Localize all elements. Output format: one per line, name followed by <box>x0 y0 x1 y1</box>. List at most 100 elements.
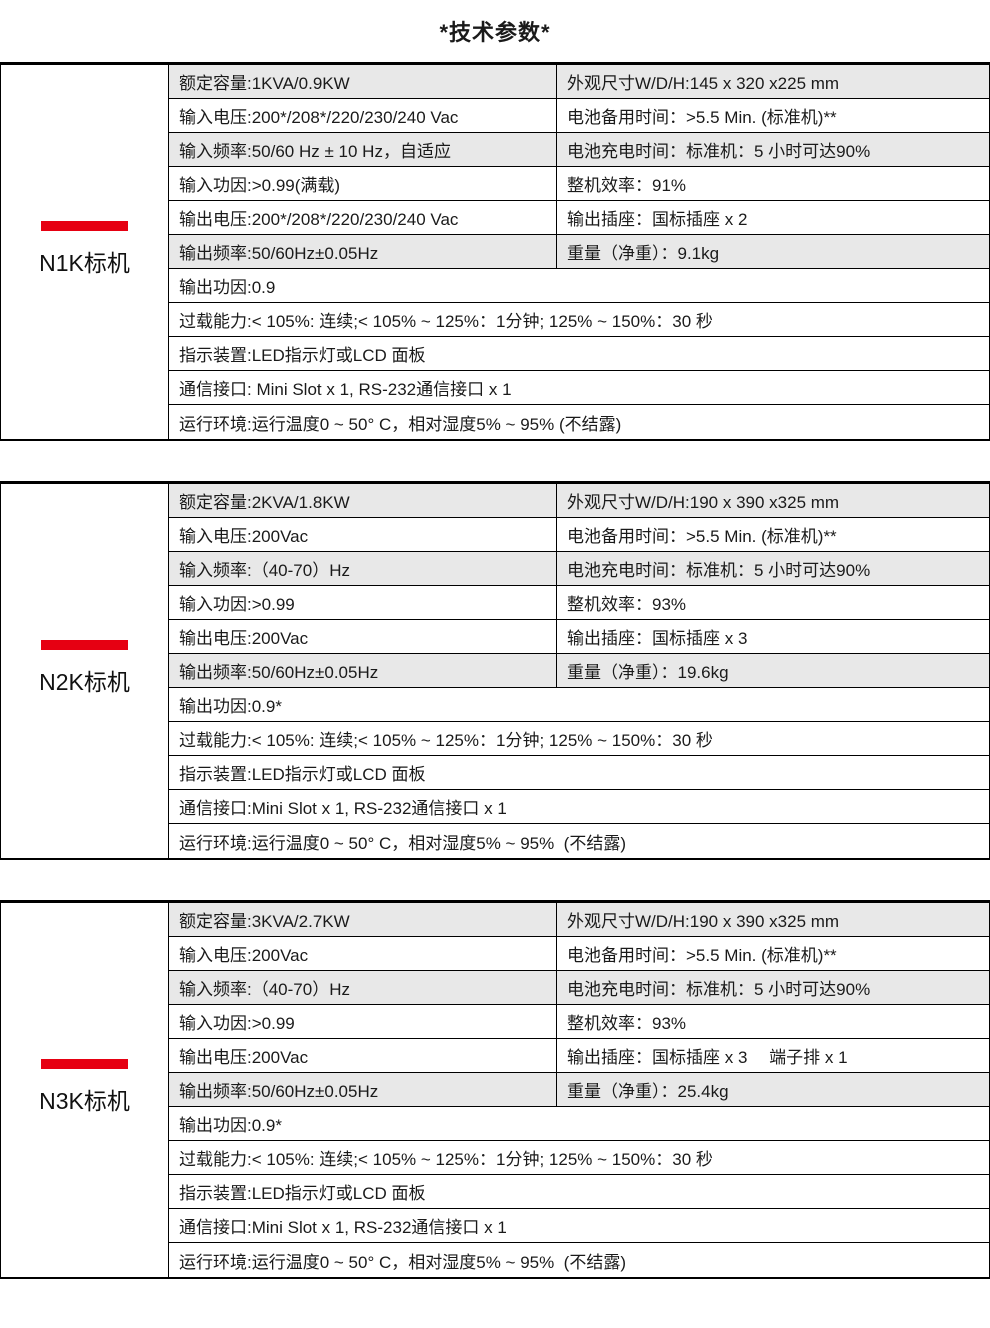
spec-row: 输出频率:50/60Hz±0.05Hz 重量（净重）：19.6kg <box>169 654 989 688</box>
spec-cell-right: 电池充电时间：标准机：5 小时可达90% <box>567 561 871 580</box>
spec-row: 指示装置:LED指示灯或LCD 面板 <box>169 756 989 790</box>
spec-cell-left: 输出频率:50/60Hz±0.05Hz <box>169 654 557 687</box>
spec-cell-left: 输出功因:0.9* <box>179 697 282 716</box>
spec-cell-left: 运行环境:运行温度0 ~ 50° C，相对湿度5% ~ 95% (不结露) <box>179 833 626 853</box>
spec-cell-left: 输出频率:50/60Hz±0.05Hz <box>169 1073 557 1106</box>
spec-cell-right: 电池备用时间：>5.5 Min. (标准机)** <box>567 108 837 127</box>
spec-table: N2K标机 额定容量:2KVA/1.8KW 外观尺寸W/D/H:190 x 390… <box>0 481 990 860</box>
spec-row: 额定容量:2KVA/1.8KW 外观尺寸W/D/H:190 x 390 x325 … <box>169 484 989 518</box>
spec-row: 输入电压:200Vac 电池备用时间：>5.5 Min. (标准机)** <box>169 518 989 552</box>
spec-cell-left: 输出功因:0.9* <box>179 1116 282 1135</box>
spec-cell-right: 重量（净重）：25.4kg <box>567 1082 729 1101</box>
model-label-cell: N3K标机 <box>1 903 169 1277</box>
spec-row: 运行环境:运行温度0 ~ 50° C，相对湿度5% ~ 95% (不结露) <box>169 1243 989 1277</box>
spec-cell-left: 输入频率:（40-70）Hz <box>169 552 557 585</box>
spec-row: 通信接口:Mini Slot x 1, RS-232通信接口 x 1 <box>169 790 989 824</box>
spec-cell-left: 输入电压:200Vac <box>169 518 557 551</box>
spec-row: 过载能力:< 105%: 连续;< 105% ~ 125%：1分钟; 125% … <box>169 722 989 756</box>
spec-row: 输出功因:0.9* <box>169 1107 989 1141</box>
spec-row: 输入电压:200*/208*/220/230/240 Vac 电池备用时间：>5.… <box>169 99 989 133</box>
spec-cell-right: 电池备用时间：>5.5 Min. (标准机)** <box>567 946 837 965</box>
spec-rows: 额定容量:2KVA/1.8KW 外观尺寸W/D/H:190 x 390 x325 … <box>169 484 989 858</box>
spec-cell-left: 过载能力:< 105%: 连续;< 105% ~ 125%：1分钟; 125% … <box>179 312 713 331</box>
spec-cell-left: 指示装置:LED指示灯或LCD 面板 <box>179 1184 426 1203</box>
spec-rows: 额定容量:1KVA/0.9KW 外观尺寸W/D/H:145 x 320 x225 … <box>169 65 989 439</box>
spec-row: 通信接口:Mini Slot x 1, RS-232通信接口 x 1 <box>169 1209 989 1243</box>
spec-row: 运行环境:运行温度0 ~ 50° C，相对湿度5% ~ 95% (不结露) <box>169 405 989 439</box>
spec-cell-right: 外观尺寸W/D/H:145 x 320 x225 mm <box>567 74 840 93</box>
spec-cell-right: 整机效率：93% <box>567 1014 687 1033</box>
spec-cell-right: 整机效率：93% <box>567 595 687 614</box>
spec-cell-left: 指示装置:LED指示灯或LCD 面板 <box>179 765 426 784</box>
page-title: *技术参数* <box>439 20 551 45</box>
spec-cell-left: 额定容量:1KVA/0.9KW <box>169 65 557 98</box>
spec-table: N3K标机 额定容量:3KVA/2.7KW 外观尺寸W/D/H:190 x 390… <box>0 900 990 1279</box>
spec-cell-left: 输入频率:（40-70）Hz <box>169 971 557 1004</box>
spec-row: 额定容量:1KVA/0.9KW 外观尺寸W/D/H:145 x 320 x225 … <box>169 65 989 99</box>
spec-cell-left: 输入电压:200Vac <box>169 937 557 970</box>
spec-table: N1K标机 额定容量:1KVA/0.9KW 外观尺寸W/D/H:145 x 320… <box>0 62 990 441</box>
spec-row: 输出电压:200Vac 输出插座：国标插座 x 3 <box>169 620 989 654</box>
model-label-cell: N1K标机 <box>1 65 169 439</box>
model-label: N3K标机 <box>39 1087 130 1114</box>
spec-row: 输出频率:50/60Hz±0.05Hz 重量（净重）：9.1kg <box>169 235 989 269</box>
spec-cell-left: 通信接口:Mini Slot x 1, RS-232通信接口 x 1 <box>179 1218 507 1237</box>
spec-cell-right: 电池充电时间：标准机：5 小时可达90% <box>567 980 871 999</box>
spec-cell-left: 过载能力:< 105%: 连续;< 105% ~ 125%：1分钟; 125% … <box>179 731 713 750</box>
spec-cell-left: 输入电压:200*/208*/220/230/240 Vac <box>169 99 557 132</box>
model-label: N1K标机 <box>39 249 130 276</box>
spec-rows: 额定容量:3KVA/2.7KW 外观尺寸W/D/H:190 x 390 x325 … <box>169 903 989 1277</box>
spec-cell-left: 输出功因:0.9 <box>179 278 276 297</box>
spec-row: 运行环境:运行温度0 ~ 50° C，相对湿度5% ~ 95% (不结露) <box>169 824 989 858</box>
spec-cell-right: 输出插座：国标插座 x 3 <box>567 629 748 648</box>
spec-row: 输出功因:0.9 <box>169 269 989 303</box>
model-label-cell: N2K标机 <box>1 484 169 858</box>
spec-cell-left: 输入频率:50/60 Hz ± 10 Hz，自适应 <box>169 133 557 166</box>
model-accent-bar <box>41 220 128 231</box>
spec-row: 指示装置:LED指示灯或LCD 面板 <box>169 1175 989 1209</box>
spec-cell-left: 输入功因:>0.99 <box>169 1005 557 1038</box>
spec-row: 过载能力:< 105%: 连续;< 105% ~ 125%：1分钟; 125% … <box>169 1141 989 1175</box>
model-label: N2K标机 <box>39 668 130 695</box>
spec-cell-right: 电池充电时间：标准机：5 小时可达90% <box>567 142 871 161</box>
spec-cell-left: 运行环境:运行温度0 ~ 50° C，相对湿度5% ~ 95% (不结露) <box>179 1252 626 1272</box>
spec-row: 输入频率:（40-70）Hz 电池充电时间：标准机：5 小时可达90% <box>169 971 989 1005</box>
spec-row: 输入频率:50/60 Hz ± 10 Hz，自适应 电池充电时间：标准机：5 小时… <box>169 133 989 167</box>
spec-cell-left: 输入功因:>0.99 <box>169 586 557 619</box>
spec-row: 指示装置:LED指示灯或LCD 面板 <box>169 337 989 371</box>
spec-row: 输入功因:>0.99 整机效率：93% <box>169 586 989 620</box>
spec-row: 通信接口: Mini Slot x 1, RS-232通信接口 x 1 <box>169 371 989 405</box>
model-accent-bar <box>41 639 128 650</box>
spec-cell-left: 过载能力:< 105%: 连续;< 105% ~ 125%：1分钟; 125% … <box>179 1150 713 1169</box>
spec-cell-right: 外观尺寸W/D/H:190 x 390 x325 mm <box>567 493 840 512</box>
spec-cell-left: 通信接口: Mini Slot x 1, RS-232通信接口 x 1 <box>179 380 512 399</box>
spec-sections: N1K标机 额定容量:1KVA/0.9KW 外观尺寸W/D/H:145 x 320… <box>0 62 990 1279</box>
spec-row: 输出电压:200Vac 输出插座：国标插座 x 3 端子排 x 1 <box>169 1039 989 1073</box>
spec-row: 输出电压:200*/208*/220/230/240 Vac 输出插座：国标插座 … <box>169 201 989 235</box>
spec-cell-left: 输出电压:200*/208*/220/230/240 Vac <box>169 201 557 234</box>
spec-cell-left: 额定容量:2KVA/1.8KW <box>169 484 557 517</box>
spec-cell-right: 重量（净重）：9.1kg <box>567 244 720 263</box>
spec-row: 过载能力:< 105%: 连续;< 105% ~ 125%：1分钟; 125% … <box>169 303 989 337</box>
model-accent-bar <box>41 1058 128 1069</box>
spec-cell-right: 整机效率：91% <box>567 176 687 195</box>
spec-row: 输出功因:0.9* <box>169 688 989 722</box>
spec-cell-left: 输出电压:200Vac <box>169 620 557 653</box>
spec-cell-left: 额定容量:3KVA/2.7KW <box>169 903 557 936</box>
spec-cell-right: 输出插座：国标插座 x 2 <box>567 210 748 229</box>
spec-cell-left: 通信接口:Mini Slot x 1, RS-232通信接口 x 1 <box>179 799 507 818</box>
spec-cell-right: 电池备用时间：>5.5 Min. (标准机)** <box>567 527 837 546</box>
spec-cell-right: 重量（净重）：19.6kg <box>567 663 729 682</box>
spec-row: 输入电压:200Vac 电池备用时间：>5.5 Min. (标准机)** <box>169 937 989 971</box>
spec-cell-left: 输入功因:>0.99(满载) <box>169 167 557 200</box>
spec-row: 输入功因:>0.99 整机效率：93% <box>169 1005 989 1039</box>
spec-cell-left: 输出频率:50/60Hz±0.05Hz <box>169 235 557 268</box>
spec-row: 额定容量:3KVA/2.7KW 外观尺寸W/D/H:190 x 390 x325 … <box>169 903 989 937</box>
spec-row: 输入频率:（40-70）Hz 电池充电时间：标准机：5 小时可达90% <box>169 552 989 586</box>
spec-cell-right: 外观尺寸W/D/H:190 x 390 x325 mm <box>567 912 840 931</box>
spec-cell-left: 运行环境:运行温度0 ~ 50° C，相对湿度5% ~ 95% (不结露) <box>179 414 622 434</box>
spec-row: 输出频率:50/60Hz±0.05Hz 重量（净重）：25.4kg <box>169 1073 989 1107</box>
spec-cell-left: 指示装置:LED指示灯或LCD 面板 <box>179 346 426 365</box>
spec-row: 输入功因:>0.99(满载) 整机效率：91% <box>169 167 989 201</box>
